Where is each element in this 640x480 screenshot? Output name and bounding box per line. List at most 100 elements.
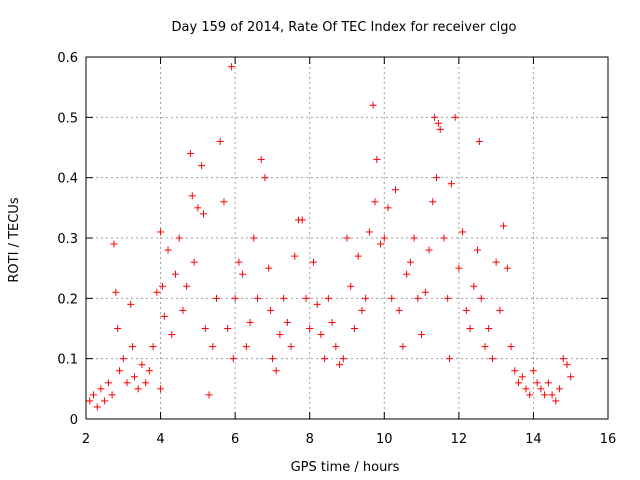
- data-point: [188, 192, 196, 200]
- data-point: [216, 137, 224, 145]
- data-point: [403, 270, 411, 278]
- data-point: [199, 210, 207, 218]
- data-point: [317, 331, 325, 339]
- data-point: [257, 156, 265, 164]
- x-tick-label: 8: [306, 432, 314, 447]
- data-point: [358, 306, 366, 314]
- y-tick-label: 0.3: [57, 232, 78, 247]
- data-point: [496, 306, 504, 314]
- data-point: [462, 306, 470, 314]
- data-point: [250, 234, 258, 242]
- data-point: [254, 294, 262, 302]
- data-point: [447, 180, 455, 188]
- data-point: [354, 252, 362, 260]
- data-point: [362, 294, 370, 302]
- data-point: [384, 204, 392, 212]
- data-point: [123, 379, 131, 387]
- data-point: [198, 162, 206, 170]
- data-point: [108, 391, 116, 399]
- data-point: [563, 361, 571, 369]
- data-point: [365, 228, 373, 236]
- data-point: [101, 397, 109, 405]
- data-point: [276, 331, 284, 339]
- data-point: [421, 288, 429, 296]
- data-point: [328, 318, 336, 326]
- data-point: [343, 234, 351, 242]
- data-point: [145, 367, 153, 375]
- data-point: [418, 331, 426, 339]
- data-point: [552, 397, 560, 405]
- y-tick-label: 0.6: [57, 51, 78, 66]
- data-point: [142, 379, 150, 387]
- data-point: [436, 125, 444, 133]
- chart-title: Day 159 of 2014, Rate Of TEC Index for r…: [172, 20, 517, 35]
- x-tick-label: 6: [231, 432, 239, 447]
- data-point: [246, 318, 254, 326]
- data-point: [500, 222, 508, 230]
- data-point: [432, 174, 440, 182]
- data-point: [157, 385, 165, 393]
- x-tick-label: 16: [600, 432, 617, 447]
- data-point: [347, 282, 355, 290]
- data-point: [336, 361, 344, 369]
- data-point: [522, 385, 530, 393]
- data-point: [127, 300, 135, 308]
- data-point: [280, 294, 288, 302]
- data-point: [97, 385, 105, 393]
- x-tick-label: 2: [82, 432, 90, 447]
- data-point: [119, 355, 127, 363]
- data-point: [466, 325, 474, 332]
- data-point: [455, 264, 463, 272]
- data-point: [205, 391, 213, 399]
- data-point: [242, 343, 250, 351]
- data-point: [485, 325, 493, 332]
- data-point: [134, 385, 142, 393]
- data-point: [186, 150, 194, 158]
- data-point: [470, 282, 478, 290]
- data-point: [171, 270, 179, 278]
- data-point: [153, 288, 161, 296]
- data-point: [209, 343, 217, 351]
- data-point: [112, 288, 120, 296]
- data-point: [190, 258, 198, 266]
- x-axis-label: GPS time / hours: [291, 460, 400, 475]
- data-point: [431, 113, 439, 121]
- data-point: [168, 331, 176, 339]
- y-tick-label: 0: [70, 413, 78, 428]
- data-point: [104, 379, 112, 387]
- data-point: [440, 234, 448, 242]
- data-point: [533, 379, 541, 387]
- data-point: [224, 325, 232, 332]
- data-point: [477, 294, 485, 302]
- data-point: [229, 355, 237, 363]
- data-point: [261, 174, 269, 182]
- data-point: [515, 379, 523, 387]
- data-point: [313, 300, 321, 308]
- data-point: [475, 137, 483, 145]
- data-point: [291, 252, 299, 260]
- data-point: [541, 391, 549, 399]
- data-point: [158, 282, 166, 290]
- data-point: [399, 343, 407, 351]
- data-point: [567, 373, 575, 381]
- data-point: [511, 367, 519, 375]
- data-point: [425, 246, 433, 254]
- data-point: [306, 325, 314, 332]
- y-tick-label: 0.5: [57, 111, 78, 126]
- data-point: [371, 198, 379, 206]
- data-point: [518, 373, 526, 381]
- data-point: [388, 294, 396, 302]
- data-point: [179, 306, 187, 314]
- data-point: [267, 306, 275, 314]
- data-point: [332, 343, 340, 351]
- data-point: [86, 397, 94, 405]
- data-point: [272, 367, 280, 375]
- data-point: [175, 234, 183, 242]
- data-point: [265, 264, 273, 272]
- data-point: [529, 367, 537, 375]
- data-point: [302, 294, 310, 302]
- y-tick-label: 0.1: [57, 353, 78, 368]
- data-point: [93, 403, 101, 411]
